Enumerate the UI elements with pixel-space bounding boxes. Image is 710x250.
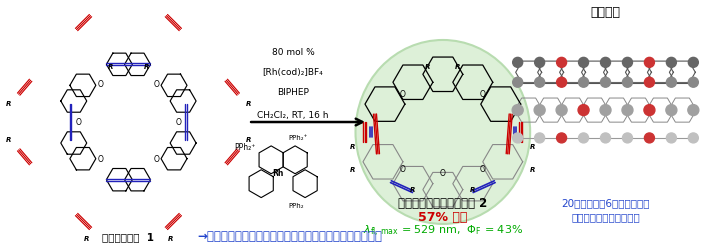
Ellipse shape [356, 40, 530, 224]
Circle shape [622, 104, 633, 116]
Circle shape [513, 133, 523, 143]
Text: R: R [168, 236, 173, 242]
Text: R: R [410, 187, 415, 193]
Text: 結晶構造: 結晶構造 [591, 6, 621, 19]
Circle shape [689, 133, 699, 143]
Text: O: O [75, 118, 82, 126]
Circle shape [688, 104, 699, 116]
Circle shape [601, 133, 611, 143]
Text: R: R [246, 137, 251, 143]
Text: R: R [350, 167, 356, 173]
Circle shape [579, 133, 589, 143]
Text: O: O [153, 155, 159, 164]
Circle shape [535, 133, 545, 143]
Circle shape [645, 77, 655, 87]
Text: [Rh(cod)₂]BF₄: [Rh(cod)₂]BF₄ [263, 68, 324, 77]
Text: O: O [97, 80, 104, 89]
Text: CH₂Cl₂, RT, 16 h: CH₂Cl₂, RT, 16 h [257, 110, 329, 120]
Circle shape [667, 58, 677, 67]
Text: →シクロフェナセン類縁体の初のボトムアップ合成を達成: →シクロフェナセン類縁体の初のボトムアップ合成を達成 [197, 230, 383, 243]
Circle shape [644, 104, 655, 116]
Text: R: R [350, 144, 356, 150]
Text: PPh₂⁺: PPh₂⁺ [234, 143, 256, 152]
Text: PPh₂: PPh₂ [288, 202, 304, 208]
Circle shape [578, 104, 589, 116]
Circle shape [579, 58, 589, 67]
Text: 57% 収率: 57% 収率 [418, 211, 467, 224]
Circle shape [513, 77, 523, 87]
Text: R: R [246, 101, 251, 107]
Text: Rh: Rh [273, 169, 284, 178]
Text: O: O [400, 165, 406, 174]
Circle shape [535, 77, 545, 87]
Text: R: R [425, 64, 430, 70]
Text: O: O [400, 90, 406, 99]
Text: R: R [470, 187, 476, 193]
Text: O: O [153, 80, 159, 89]
Circle shape [645, 133, 655, 143]
Text: O: O [480, 165, 486, 174]
Text: R: R [455, 64, 461, 70]
Circle shape [667, 133, 677, 143]
Text: R: R [108, 64, 113, 70]
Text: R: R [84, 236, 89, 242]
Text: O: O [97, 155, 104, 164]
Circle shape [689, 77, 699, 87]
Circle shape [600, 104, 611, 116]
Circle shape [513, 58, 523, 67]
Circle shape [535, 58, 545, 67]
Circle shape [601, 58, 611, 67]
Circle shape [623, 58, 633, 67]
Text: R: R [143, 64, 149, 70]
Circle shape [667, 77, 677, 87]
Text: 環状ポリイン  1: 環状ポリイン 1 [102, 232, 155, 242]
Text: R: R [6, 137, 11, 143]
Text: シクロフェナセン類縁体 2: シクロフェナセン類縁体 2 [398, 197, 488, 210]
Text: O: O [440, 169, 446, 178]
Text: $\lambda_{\mathrm{fl,\,max}}$ = 529 nm,  $\mathit{\Phi}_{\mathrm{F}}$ = 43%: $\lambda_{\mathrm{fl,\,max}}$ = 529 nm, … [363, 224, 523, 239]
Circle shape [579, 77, 589, 87]
Text: PPh₂⁺: PPh₂⁺ [288, 135, 307, 141]
Text: O: O [175, 118, 181, 126]
Circle shape [556, 104, 567, 116]
Text: R: R [530, 167, 535, 173]
Circle shape [557, 58, 567, 67]
Circle shape [666, 104, 677, 116]
Text: 80 mol %: 80 mol % [272, 48, 315, 57]
Text: O: O [480, 90, 486, 99]
Circle shape [512, 104, 523, 116]
Circle shape [557, 77, 567, 87]
Text: 20枚からなる6員環が交互に: 20枚からなる6員環が交互に [562, 198, 650, 208]
Text: R: R [6, 101, 11, 107]
Text: R: R [530, 144, 535, 150]
Circle shape [534, 104, 545, 116]
Text: 並んだベルト構造を確認: 並んだベルト構造を確認 [571, 212, 640, 222]
Circle shape [601, 77, 611, 87]
Circle shape [689, 58, 699, 67]
Circle shape [623, 133, 633, 143]
Circle shape [623, 77, 633, 87]
Circle shape [557, 133, 567, 143]
Text: BIPHEP: BIPHEP [277, 88, 309, 97]
Circle shape [645, 58, 655, 67]
